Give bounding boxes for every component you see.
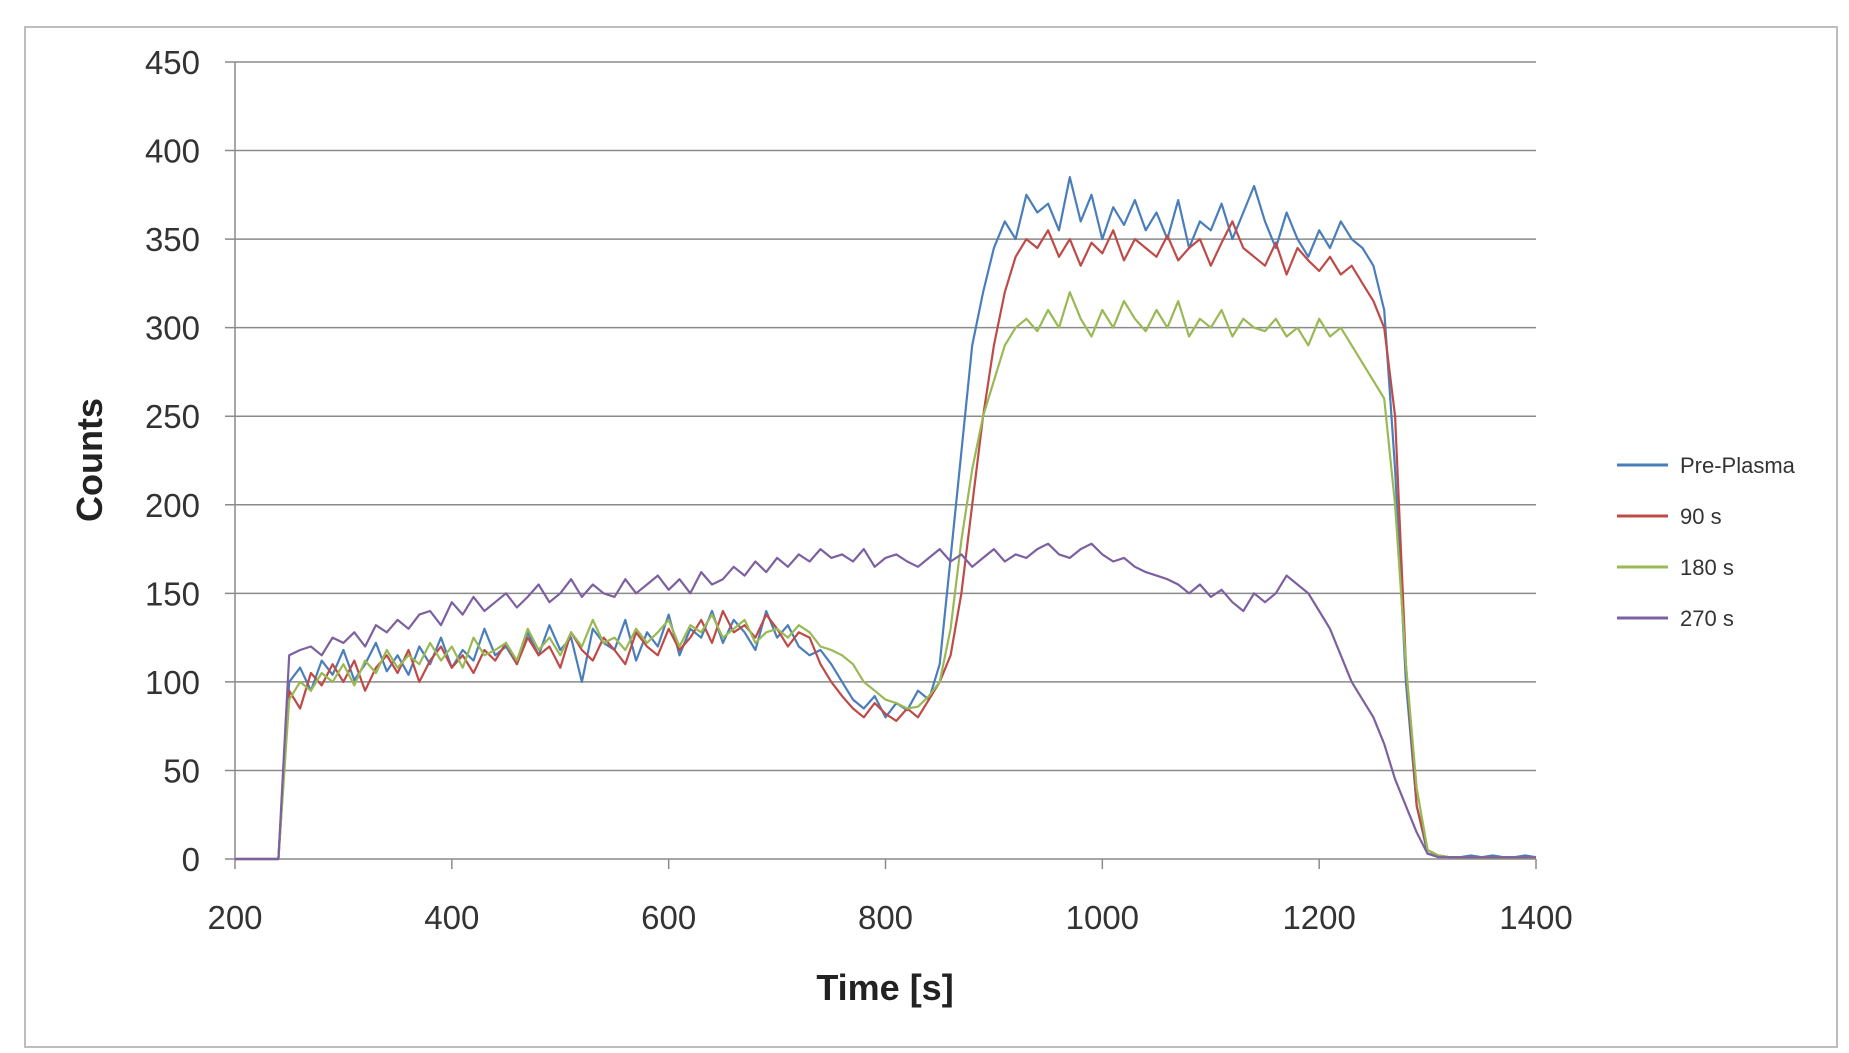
y-tick-label: 300 — [145, 310, 200, 347]
series-line-pre-plasma — [235, 176, 1537, 861]
y-tick-label: 350 — [145, 221, 200, 258]
series-line-270-s — [235, 542, 1536, 861]
x-tick-label: 1400 — [1499, 899, 1572, 936]
chart-frame — [24, 26, 1838, 1048]
axes — [234, 62, 1537, 869]
series-line-90-s — [235, 220, 1536, 861]
x-tick-label: 800 — [858, 899, 913, 936]
y-tick-label: 100 — [145, 664, 200, 701]
x-tick-label: 600 — [641, 899, 696, 936]
y-tick-label: 50 — [163, 752, 200, 789]
x-tick-label: 1200 — [1282, 899, 1355, 936]
series-lines — [235, 176, 1537, 861]
series-line-180-s — [235, 291, 1536, 861]
x-axis-title: Time [s] — [816, 967, 953, 1008]
y-tick-label: 200 — [145, 487, 200, 524]
legend-label: 180 s — [1680, 555, 1734, 580]
y-axis-title: Counts — [69, 398, 110, 522]
x-tick-label: 200 — [207, 899, 262, 936]
x-tick-label: 1000 — [1066, 899, 1139, 936]
legend-label: Pre-Plasma — [1680, 453, 1796, 478]
x-tick-label: 400 — [424, 899, 479, 936]
legend: Pre-Plasma 90 s 180 s 270 s — [1617, 453, 1796, 631]
legend-label: 270 s — [1680, 606, 1734, 631]
tick-labels: 0 50 100 150 200 250 300 350 400 450 200 400 600 800 1… — [145, 44, 1573, 936]
y-tick-label: 150 — [145, 575, 200, 612]
y-tick-label: 450 — [145, 44, 200, 81]
gridlines — [225, 61, 1536, 860]
y-tick-label: 400 — [145, 133, 200, 170]
y-tick-label: 250 — [145, 398, 200, 435]
legend-label: 90 s — [1680, 504, 1722, 529]
y-tick-label: 0 — [182, 841, 200, 878]
